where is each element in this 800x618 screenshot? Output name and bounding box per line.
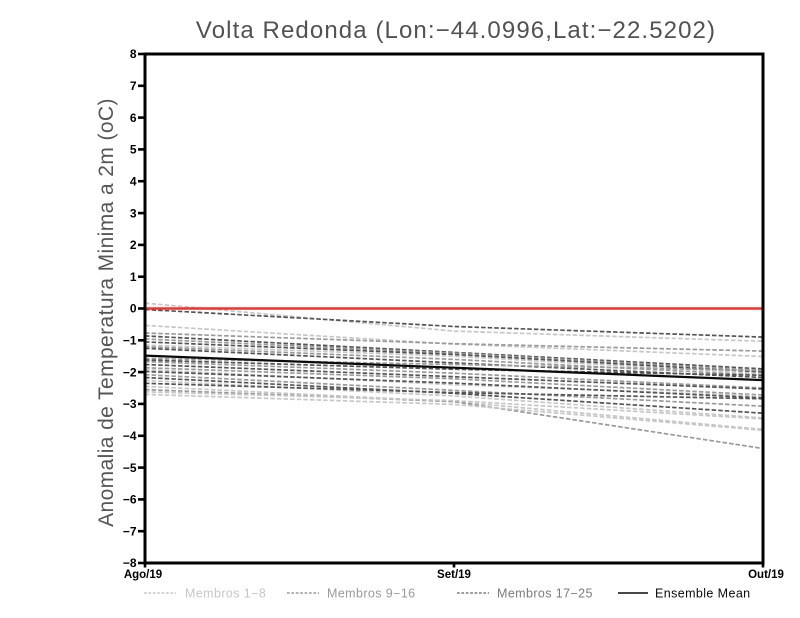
svg-text:Set/19: Set/19 [437,569,471,581]
svg-text:−4: −4 [123,429,137,443]
svg-text:−2: −2 [123,365,137,379]
svg-text:1: 1 [130,270,137,284]
svg-text:6: 6 [130,111,137,125]
svg-text:−1: −1 [123,334,137,348]
svg-text:−8: −8 [123,556,137,570]
svg-text:−5: −5 [123,461,137,475]
svg-text:Out/19: Out/19 [748,569,784,581]
svg-text:5: 5 [130,143,137,157]
svg-text:7: 7 [130,79,137,93]
svg-text:0: 0 [130,302,137,316]
svg-text:2: 2 [130,238,137,252]
svg-text:Ago/19: Ago/19 [124,569,162,581]
svg-text:−6: −6 [123,493,137,507]
svg-text:Membros 17−25: Membros 17−25 [497,587,593,601]
svg-text:Membros 1−8: Membros 1−8 [185,587,266,601]
svg-text:Ensemble Mean: Ensemble Mean [655,587,751,601]
svg-text:−3: −3 [123,397,137,411]
svg-text:8: 8 [130,47,137,61]
svg-text:3: 3 [130,206,137,220]
svg-text:−7: −7 [123,524,137,538]
svg-text:Membros 9−16: Membros 9−16 [327,587,416,601]
svg-text:Volta Redonda (Lon:−44.0996,La: Volta Redonda (Lon:−44.0996,Lat:−22.5202… [196,17,716,44]
svg-text:4: 4 [130,174,137,188]
svg-text:Anomalia de Temperatura Minima: Anomalia de Temperatura Minima a 2m (oC) [95,98,118,527]
